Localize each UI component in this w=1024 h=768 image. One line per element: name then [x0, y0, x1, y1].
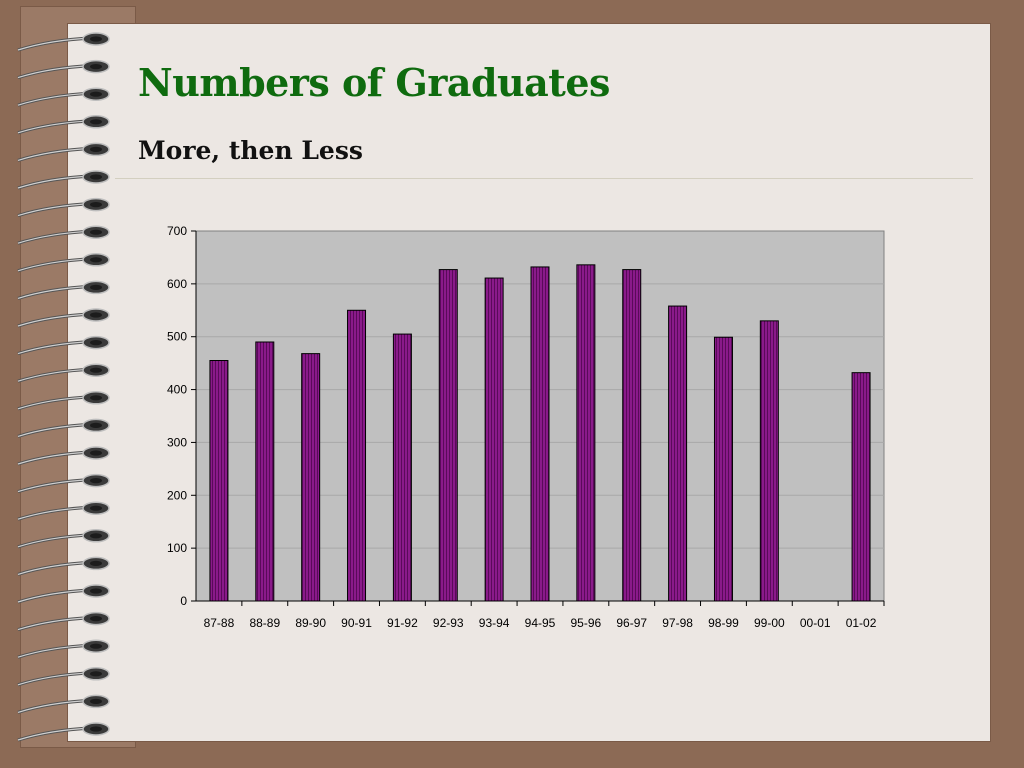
x-tick-label: 87-88 — [204, 616, 235, 630]
spiral-ring — [17, 87, 110, 107]
spiral-ring — [17, 611, 110, 632]
spiral-ring — [17, 391, 110, 411]
spiral-ring — [17, 225, 110, 245]
spiral-ring — [17, 142, 110, 162]
bar-chart: 0 100 200 300 400 500 600 700 87-88 88-89 89-90 90-… — [167, 224, 885, 630]
spiral-ring — [17, 59, 110, 80]
y-tick-label: 300 — [167, 435, 187, 449]
x-tick-label: 90-91 — [341, 616, 372, 630]
spiral-ring — [17, 556, 110, 576]
x-tick-label: 88-89 — [249, 616, 280, 630]
spiral-ring — [17, 363, 110, 383]
x-tick-label: 00-01 — [800, 616, 831, 630]
spiral-ring — [17, 446, 110, 466]
spiral-binding — [17, 32, 110, 742]
bar-90-91 — [347, 309, 367, 602]
bar-87-88 — [209, 360, 229, 602]
bar-99-00 — [759, 320, 779, 602]
bar-89-90 — [301, 353, 321, 602]
y-tick-label: 200 — [167, 488, 187, 502]
spiral-ring — [17, 308, 110, 328]
y-tick-label: 400 — [167, 383, 187, 397]
spiral-ring — [17, 584, 110, 604]
spiral-ring — [17, 280, 110, 300]
y-tick-label: 0 — [180, 594, 187, 608]
bar-98-99 — [713, 336, 733, 602]
bar-93-94 — [484, 277, 504, 602]
x-tick-label: 91-92 — [387, 616, 418, 630]
spiral-ring — [17, 32, 110, 52]
spiral-ring — [17, 529, 110, 549]
slide-title: Numbers of Graduates — [138, 60, 610, 105]
spiral-ring — [17, 170, 110, 190]
bar-91-92 — [392, 333, 412, 602]
x-tick-label: 94-95 — [525, 616, 556, 630]
bar-97-98 — [668, 305, 688, 602]
x-tick-label: 92-93 — [433, 616, 464, 630]
slide-subtitle: More, then Less — [138, 136, 363, 165]
bar-94-95 — [530, 266, 550, 602]
bar-92-93 — [438, 269, 458, 602]
spiral-ring — [17, 253, 110, 273]
bar-01-02 — [851, 372, 871, 602]
spiral-ring — [17, 115, 110, 135]
spiral-ring — [17, 473, 110, 494]
y-tick-label: 700 — [167, 224, 187, 238]
bar-96-97 — [622, 269, 642, 602]
spiral-ring — [17, 639, 110, 659]
y-tick-label: 600 — [167, 277, 187, 291]
x-tick-label: 98-99 — [708, 616, 739, 630]
spiral-ring — [17, 722, 110, 742]
spiral-ring — [17, 418, 110, 438]
bar-88-89 — [255, 341, 275, 602]
spiral-ring — [17, 501, 110, 521]
x-tick-label: 93-94 — [479, 616, 510, 630]
bar-95-96 — [576, 264, 596, 602]
spiral-ring — [17, 335, 110, 356]
x-tick-label: 99-00 — [754, 616, 785, 630]
y-tick-label: 100 — [167, 541, 187, 555]
x-tick-label: 89-90 — [295, 616, 326, 630]
spiral-ring — [17, 694, 110, 714]
x-tick-label: 97-98 — [662, 616, 693, 630]
x-tick-label: 96-97 — [616, 616, 647, 630]
x-tick-label: 95-96 — [571, 616, 602, 630]
title-divider — [115, 178, 973, 179]
spiral-ring — [17, 667, 110, 687]
x-tick-label: 01-02 — [846, 616, 877, 630]
y-tick-label: 500 — [167, 330, 187, 344]
spiral-ring — [17, 197, 110, 218]
